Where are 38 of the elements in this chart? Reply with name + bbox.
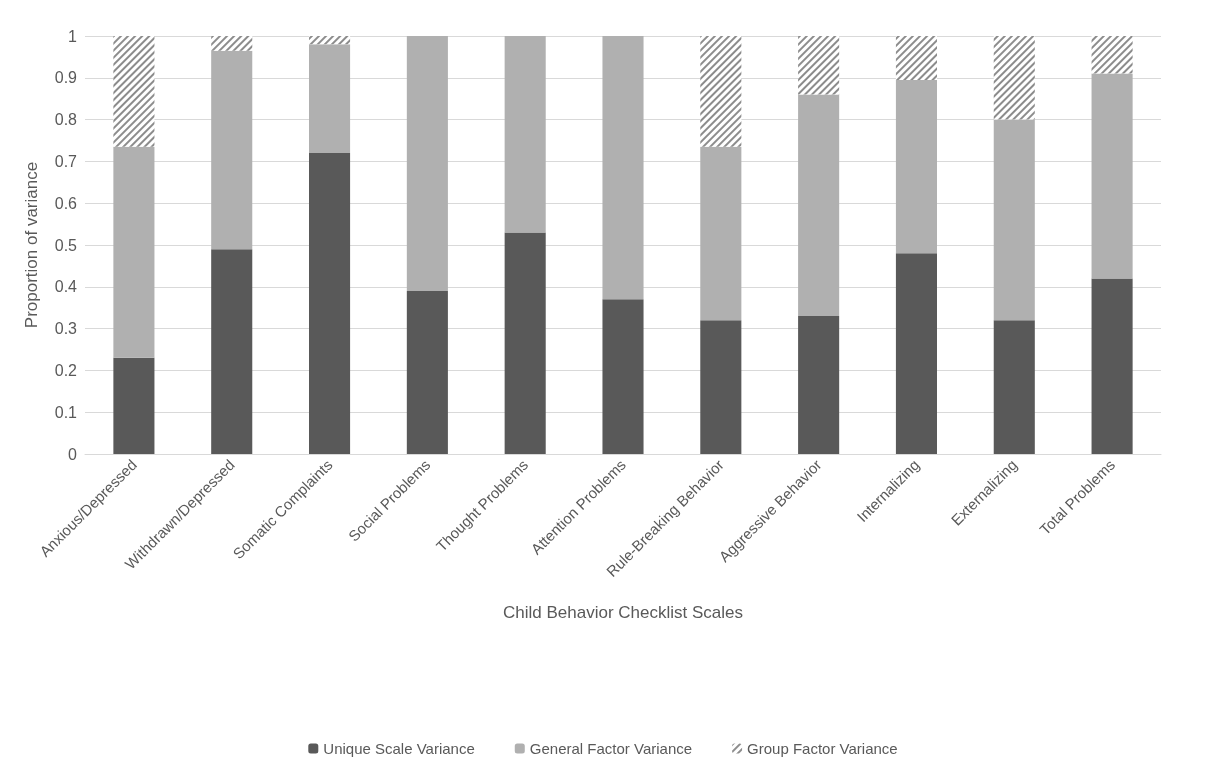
bar bbox=[211, 249, 253, 454]
bar bbox=[798, 316, 840, 454]
bar bbox=[1091, 73, 1133, 279]
y-tick-label: 0 bbox=[68, 445, 78, 463]
legend-label: General Factor Variance bbox=[529, 740, 693, 757]
bar bbox=[993, 320, 1035, 454]
legend-label: Unique Scale Variance bbox=[323, 740, 475, 757]
bar bbox=[700, 146, 742, 321]
y-tick-label: 0.8 bbox=[54, 111, 78, 129]
bar bbox=[1091, 278, 1133, 454]
bar bbox=[113, 146, 155, 358]
y-tick-label: 0.2 bbox=[54, 361, 78, 379]
y-tick-label: 0.4 bbox=[54, 278, 78, 296]
bar bbox=[211, 50, 253, 250]
legend-label: Group Factor Variance bbox=[747, 740, 898, 757]
bar bbox=[504, 36, 546, 233]
y-tick-label: 0.9 bbox=[54, 69, 78, 87]
bar bbox=[993, 119, 1035, 321]
bar bbox=[798, 94, 840, 317]
y-tick-label: 0.6 bbox=[54, 194, 78, 212]
bar bbox=[406, 290, 448, 454]
bar bbox=[406, 36, 448, 291]
x-axis-title: Child Behavior Checklist Scales bbox=[503, 603, 743, 622]
bar bbox=[309, 153, 351, 454]
bar bbox=[895, 79, 937, 254]
bar bbox=[309, 44, 351, 154]
y-tick-label: 0.1 bbox=[54, 403, 78, 421]
y-tick-label: 0.3 bbox=[54, 320, 78, 338]
bar bbox=[700, 320, 742, 454]
bar bbox=[895, 253, 937, 454]
bar bbox=[602, 299, 644, 454]
bar bbox=[602, 36, 644, 300]
y-axis-title: Proportion of variance bbox=[22, 161, 41, 329]
y-tick-label: 0.5 bbox=[54, 236, 78, 254]
bar bbox=[504, 232, 546, 454]
bar bbox=[113, 357, 155, 454]
y-tick-label: 1 bbox=[68, 27, 78, 45]
y-tick-label: 0.7 bbox=[54, 152, 78, 170]
